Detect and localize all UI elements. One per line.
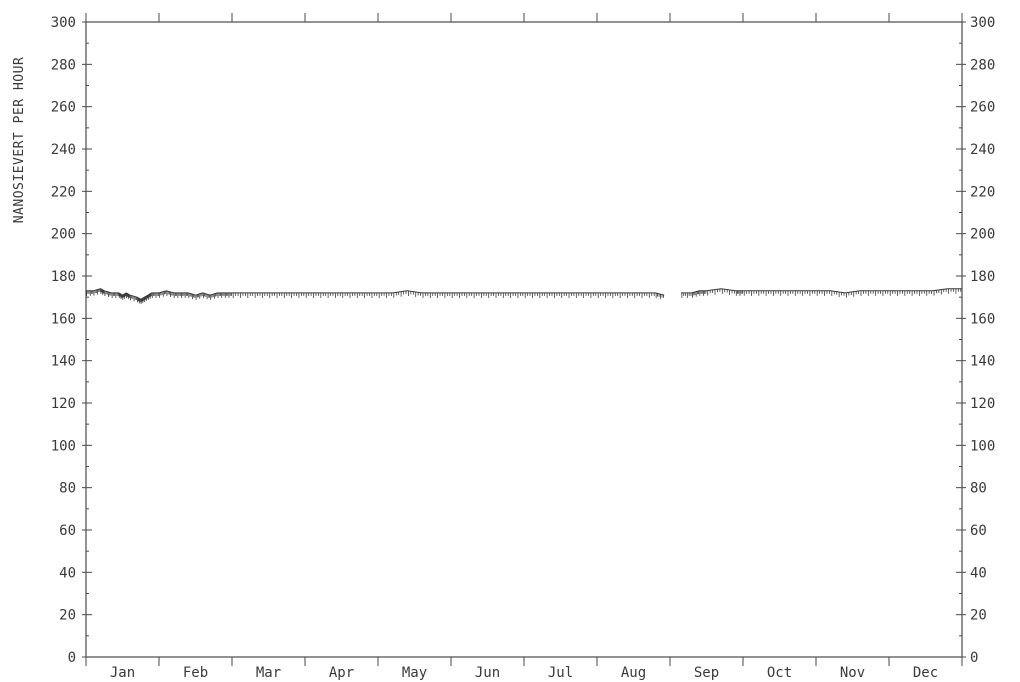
plot-frame [85, 21, 963, 658]
y-tick-label-left: 300 [51, 15, 76, 31]
y-axis-left-labels: 0 20 40 60 80 100 120 140 160 180 200 220 240 260 280 3… [51, 15, 76, 666]
y-tick-label-left: 200 [51, 227, 76, 243]
y-tick-label-right: 80 [970, 481, 987, 497]
y-tick-label-left: 220 [51, 184, 76, 200]
y-tick-label-right: 160 [970, 311, 995, 327]
y-tick-label-right: 240 [970, 142, 995, 158]
x-tick-label: Jun [475, 665, 500, 681]
x-tick-label: Jan [110, 665, 135, 681]
y-tick-label-left: 80 [59, 481, 76, 497]
x-tick-label: Apr [329, 665, 354, 681]
y-tick-label-left: 240 [51, 142, 76, 158]
x-tick-label: Aug [621, 665, 646, 681]
y-tick-label-left: 180 [51, 269, 76, 285]
y-tick-label-right: 100 [970, 438, 995, 454]
y-tick-label-right: 200 [970, 227, 995, 243]
y-tick-label-left: 0 [68, 650, 76, 666]
y-tick-label-left: 60 [59, 523, 76, 539]
x-tick-label: May [402, 665, 427, 681]
x-axis-month-labels: Jan Feb Mar Apr May Jun Jul Aug Sep Oct Nov Dec [110, 665, 938, 681]
y-tick-label-right: 40 [970, 565, 987, 581]
y-tick-label-right: 60 [970, 523, 987, 539]
x-tick-label: Feb [183, 665, 208, 681]
x-tick-label: Jul [548, 665, 573, 681]
y-axis-right-labels: 0 20 40 60 80 100 120 140 160 180 200 220 240 260 280 3… [970, 15, 995, 666]
y-tick-label-left: 120 [51, 396, 76, 412]
y-tick-label-left: 140 [51, 354, 76, 370]
y-tick-label-right: 20 [970, 608, 987, 624]
y-tick-label-right: 220 [970, 184, 995, 200]
y-tick-label-left: 280 [51, 57, 76, 73]
y-tick-label-right: 180 [970, 269, 995, 285]
y-tick-label-left: 20 [59, 608, 76, 624]
x-tick-label: Nov [840, 665, 865, 681]
series-layer [86, 288, 962, 305]
y-tick-label-left: 100 [51, 438, 76, 454]
x-tick-label: Sep [694, 665, 719, 681]
x-tick-label: Oct [767, 665, 792, 681]
series-line-0 [86, 288, 962, 300]
y-tick-label-left: 260 [51, 100, 76, 116]
y-tick-label-right: 260 [970, 100, 995, 116]
plot-area-border [85, 21, 963, 658]
y-tick-label-right: 300 [970, 15, 995, 31]
y-tick-label-right: 0 [970, 650, 978, 666]
y-tick-label-right: 120 [970, 396, 995, 412]
y-axis-title: NANOSIEVERT PER HOUR [12, 57, 27, 224]
y-tick-label-right: 280 [970, 57, 995, 73]
axis-ticks [82, 13, 966, 666]
y-tick-label-left: 40 [59, 565, 76, 581]
x-tick-label: Dec [913, 665, 938, 681]
x-tick-label: Mar [256, 665, 281, 681]
y-tick-label-right: 140 [970, 354, 995, 370]
y-tick-label-left: 160 [51, 311, 76, 327]
